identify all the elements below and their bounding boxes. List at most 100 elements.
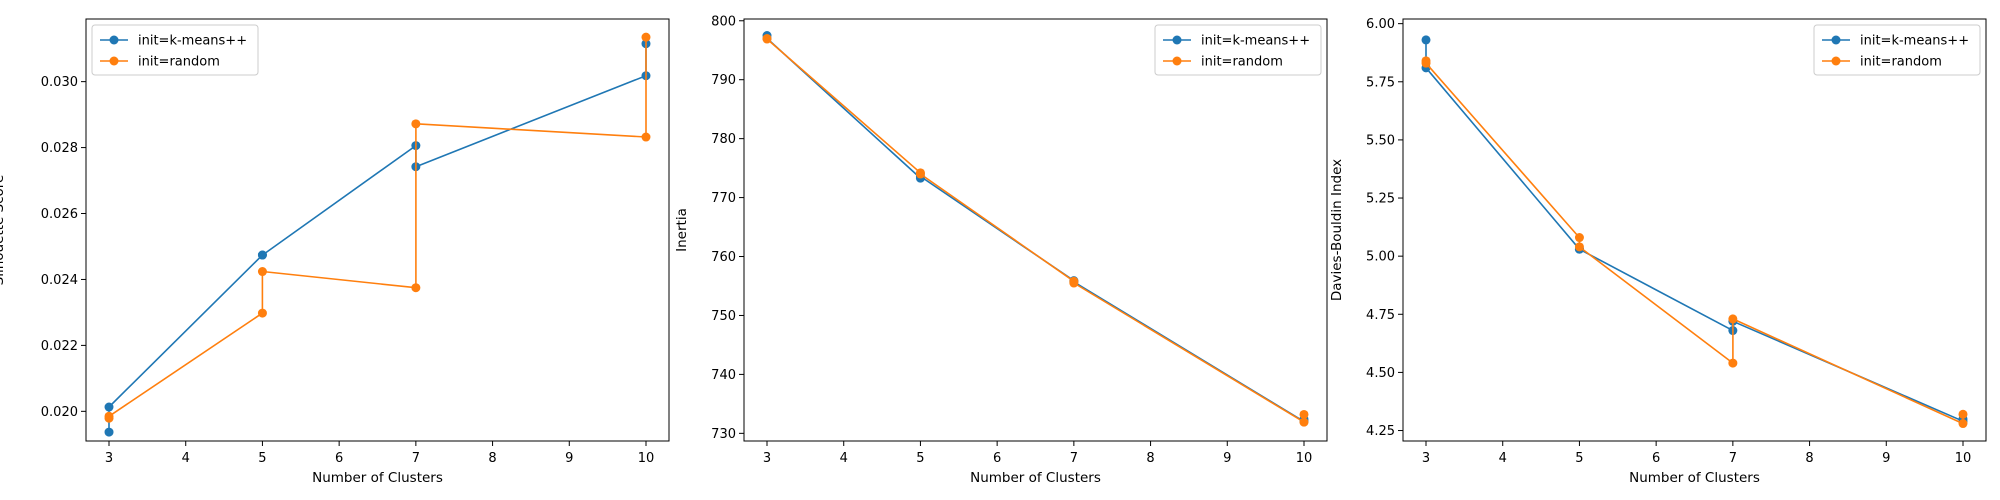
- data-point: [1299, 417, 1309, 427]
- series-1: [762, 31, 1309, 427]
- y-tick-label: 790: [711, 73, 736, 88]
- data-point: [411, 283, 421, 293]
- series-2: [104, 32, 651, 423]
- data-point: [641, 132, 651, 142]
- legend-marker: [109, 35, 119, 45]
- y-axis-label: Inertia: [674, 208, 690, 252]
- legend-marker: [1172, 35, 1182, 45]
- data-point: [104, 427, 114, 437]
- x-tick-label: 3: [1422, 451, 1430, 466]
- series-line: [1425, 39, 1964, 423]
- legend: init=k-means++ init=random: [1813, 24, 1981, 76]
- x-tick-label: 4: [840, 451, 848, 466]
- x-tick-label: 7: [1070, 451, 1078, 466]
- x-tick-label: 7: [1729, 451, 1737, 466]
- legend-box: [91, 24, 259, 76]
- y-tick-label: 0.024: [41, 273, 78, 288]
- y-axis-label: Silhouette Score: [0, 175, 7, 286]
- legend-box: [1813, 24, 1981, 76]
- y-tick-label: 730: [711, 427, 736, 442]
- series-line: [108, 43, 647, 433]
- x-tick-label: 3: [105, 451, 113, 466]
- data-point: [1421, 35, 1431, 45]
- series-1: [1421, 35, 1968, 426]
- y-tick-label: 6.00: [1366, 17, 1395, 32]
- x-tick-label: 9: [1223, 451, 1231, 466]
- x-tick-label: 8: [1146, 451, 1154, 466]
- data-point: [1958, 419, 1968, 429]
- legend-label: init=random: [1201, 55, 1283, 70]
- y-tick-label: 4.50: [1366, 366, 1395, 381]
- legend: init=k-means++ init=random: [91, 24, 259, 76]
- x-tick-label: 5: [916, 451, 924, 466]
- plot-frame: [743, 18, 1328, 442]
- series-2: [1421, 56, 1968, 429]
- data-point: [1574, 233, 1584, 243]
- data-point: [1728, 314, 1738, 324]
- x-tick-label: 10: [1955, 451, 1972, 466]
- y-tick-label: 5.25: [1366, 192, 1395, 207]
- data-point: [762, 34, 772, 44]
- x-tick-label: 3: [763, 451, 771, 466]
- x-tick-label: 7: [412, 451, 420, 466]
- series-2: [762, 33, 1309, 427]
- data-point: [1299, 409, 1309, 419]
- x-tick-label: 6: [1652, 451, 1660, 466]
- series-line: [108, 37, 647, 419]
- y-tick-label: 5.00: [1366, 250, 1395, 265]
- x-tick-label: 5: [1575, 451, 1583, 466]
- data-point: [1069, 278, 1079, 288]
- series-line: [1425, 60, 1964, 425]
- data-point: [257, 267, 267, 277]
- data-point: [257, 308, 267, 318]
- data-point: [915, 169, 925, 179]
- y-tick-label: 750: [711, 309, 736, 324]
- chart-panel-2: 3 4 5 6 7 8 9 10 730 740 750 760 770 780 790 800 Number …: [674, 14, 1328, 486]
- legend-marker: [1831, 35, 1841, 45]
- chart-panel-3: 3 4 5 6 7 8 9 10 4.25 4.50 4.75 5.00 5.25 5.50 5.75 6.0…: [1329, 17, 1987, 486]
- y-tick-label: 0.020: [41, 405, 78, 420]
- x-tick-label: 6: [335, 451, 343, 466]
- x-axis-label: Number of Clusters: [1629, 470, 1760, 486]
- y-tick-label: 5.50: [1366, 133, 1395, 148]
- legend-label: init=random: [1860, 55, 1942, 70]
- y-tick-label: 5.75: [1366, 75, 1395, 90]
- legend-marker: [1172, 56, 1182, 66]
- plot-frame: [85, 18, 670, 442]
- legend-marker: [109, 56, 119, 66]
- legend: init=k-means++ init=random: [1154, 24, 1322, 76]
- chart-panel-1: 3 4 5 6 7 8 9 10 0.020 0.022 0.024 0.026 0.028 0.030 N…: [0, 18, 670, 486]
- legend-marker: [1831, 56, 1841, 66]
- y-tick-label: 760: [711, 250, 736, 265]
- x-tick-label: 4: [1499, 451, 1507, 466]
- data-point: [257, 250, 267, 260]
- y-tick-label: 4.75: [1366, 308, 1395, 323]
- data-point: [1574, 242, 1584, 252]
- data-point: [104, 411, 114, 421]
- legend-label: init=k-means++: [1201, 34, 1310, 49]
- y-tick-label: 0.028: [41, 141, 78, 156]
- data-point: [104, 402, 114, 412]
- data-point: [1958, 409, 1968, 419]
- x-tick-label: 10: [638, 451, 655, 466]
- x-tick-label: 10: [1296, 451, 1313, 466]
- y-tick-label: 770: [711, 191, 736, 206]
- y-axis-label: Davies-Bouldin Index: [1329, 159, 1345, 301]
- x-tick-label: 8: [1805, 451, 1813, 466]
- data-point: [1421, 58, 1431, 68]
- x-tick-label: 5: [258, 451, 266, 466]
- legend-label: init=k-means++: [138, 34, 247, 49]
- data-point: [1728, 358, 1738, 368]
- y-tick-label: 4.25: [1366, 424, 1395, 439]
- legend-box: [1154, 24, 1322, 76]
- series-line: [766, 35, 1305, 423]
- legend-label: init=random: [138, 55, 220, 70]
- y-tick-label: 0.030: [41, 75, 78, 90]
- x-tick-label: 6: [993, 451, 1001, 466]
- x-tick-label: 8: [488, 451, 496, 466]
- y-tick-label: 800: [711, 14, 736, 29]
- y-tick-label: 0.026: [41, 207, 78, 222]
- x-tick-label: 4: [182, 451, 190, 466]
- data-point: [641, 32, 651, 42]
